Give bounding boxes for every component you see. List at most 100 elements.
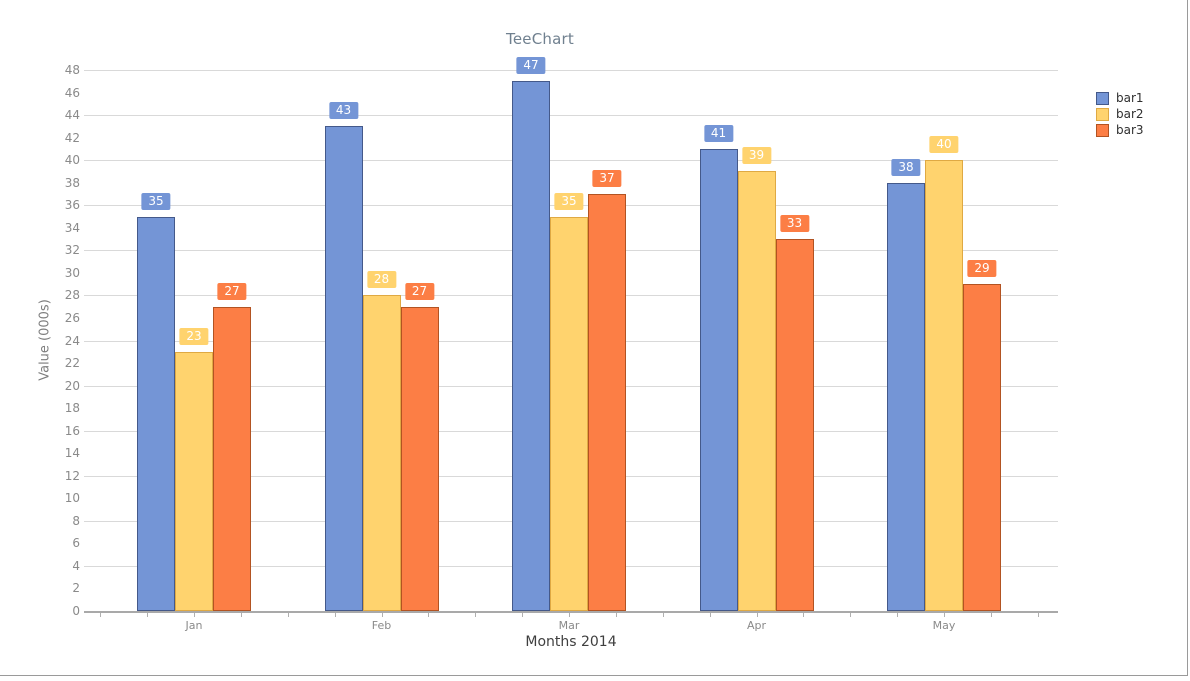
y-tick-label: 16 [64,423,80,438]
legend-item-bar3[interactable]: bar3 [1096,122,1144,138]
bar-value-label: 27 [217,282,247,300]
bar-bar3-apr [775,239,814,611]
legend-item-bar2[interactable]: bar2 [1096,106,1144,122]
bar-bar3-may [963,284,1001,611]
y-tick-label: 30 [64,265,80,280]
y-tick-label: 8 [72,513,80,528]
bar-value-label: 23 [179,327,209,345]
bar-bar2-feb [362,295,401,611]
y-tick-label: 42 [64,130,80,145]
y-tick-label: 12 [64,468,80,483]
bar-bar3-mar [588,193,626,611]
y-tick-label: 24 [64,333,80,348]
y-gridline [84,115,1058,117]
x-axis-tick [194,613,195,617]
x-category-label: Apr [746,619,767,632]
bar-value-label: 27 [404,282,435,300]
bar-value-label: 41 [703,124,734,142]
bar-bar2-jan [175,351,213,611]
x-axis-tick [240,613,242,617]
x-axis-tick [569,613,570,617]
bar-bar2-mar [550,216,588,611]
bar-value-label: 28 [366,271,397,289]
x-axis-tick [475,613,477,617]
y-tick-label: 28 [64,288,80,303]
bar-bar2-may [925,160,963,611]
x-category-label: Jan [185,619,203,632]
y-tick-label: 40 [64,153,80,168]
y-tick-label: 48 [64,63,80,77]
y-tick-label: 20 [64,378,80,393]
x-axis-line [84,611,1058,613]
x-axis-tick [287,613,289,617]
bar-value-label: 38 [891,158,921,176]
bar-value-label: 43 [328,102,359,120]
bar-value-label: 29 [967,260,997,278]
y-tick-label: 18 [64,401,80,416]
x-axis-tick [615,613,617,617]
x-axis-tick [1037,613,1039,617]
y-tick-label: 36 [64,198,80,213]
y-tick-label: 26 [64,310,80,325]
legend: bar1 bar2 bar3 [1096,90,1144,138]
chart-title: TeeChart [506,30,574,48]
y-tick-label: 46 [64,85,80,100]
y-axis-title: Value (000s) [37,299,53,381]
y-tick-label: 10 [64,491,80,506]
x-axis-tick [897,613,899,617]
bar-bar1-feb [324,126,363,611]
bar-value-label: 47 [516,57,546,75]
legend-swatch-icon [1096,107,1109,121]
bar-bar2-apr [737,171,776,611]
y-tick-label: 22 [64,356,80,371]
bar-value-label: 35 [141,192,171,210]
legend-label: bar1 [1116,91,1144,105]
x-axis-tick [944,613,945,617]
y-tick-label: 14 [64,446,80,461]
bar-value-label: 33 [779,215,810,233]
x-axis-tick [381,613,383,617]
y-tick-label: 44 [64,108,80,123]
bar-value-label: 37 [592,169,622,187]
legend-swatch-icon [1096,123,1109,137]
bar-bar1-apr [699,148,738,611]
bar-value-label: 35 [554,192,584,210]
legend-item-bar1[interactable]: bar1 [1096,90,1144,106]
y-gridline [84,70,1058,71]
y-tick-label: 34 [64,220,80,235]
x-axis-tick [756,613,758,617]
y-gridline [84,160,1058,162]
bar-value-label: 40 [929,136,959,154]
x-axis-tick [147,613,149,617]
y-tick-label: 6 [72,536,80,551]
x-axis-tick [428,613,430,617]
y-tick-label: 38 [64,175,80,190]
legend-swatch-icon [1096,91,1109,105]
x-category-label: May [932,619,956,632]
x-axis-tick [662,613,664,617]
x-category-label: Mar [558,619,580,632]
bar-bar1-may [887,182,925,611]
x-axis-tick [709,613,711,617]
x-axis-tick [803,613,805,617]
y-tick-label: 0 [72,604,80,618]
x-axis-tick [990,613,992,617]
x-category-label: Feb [371,619,392,632]
x-axis-tick [100,613,102,617]
y-tick-label: 4 [72,558,80,573]
bar-bar3-jan [213,306,251,611]
bar-bar3-feb [400,306,439,611]
y-tick-label: 32 [64,243,80,258]
y-tick-label: 2 [72,581,80,596]
bar-bar1-mar [512,81,550,611]
x-axis-tick [334,613,336,617]
x-axis-tick [850,613,852,617]
legend-label: bar2 [1116,107,1144,121]
legend-label: bar3 [1116,123,1144,137]
bar-value-label: 39 [741,147,772,165]
x-axis-tick [522,613,524,617]
bar-bar1-jan [137,216,175,611]
x-axis-title: Months 2014 [525,634,617,650]
